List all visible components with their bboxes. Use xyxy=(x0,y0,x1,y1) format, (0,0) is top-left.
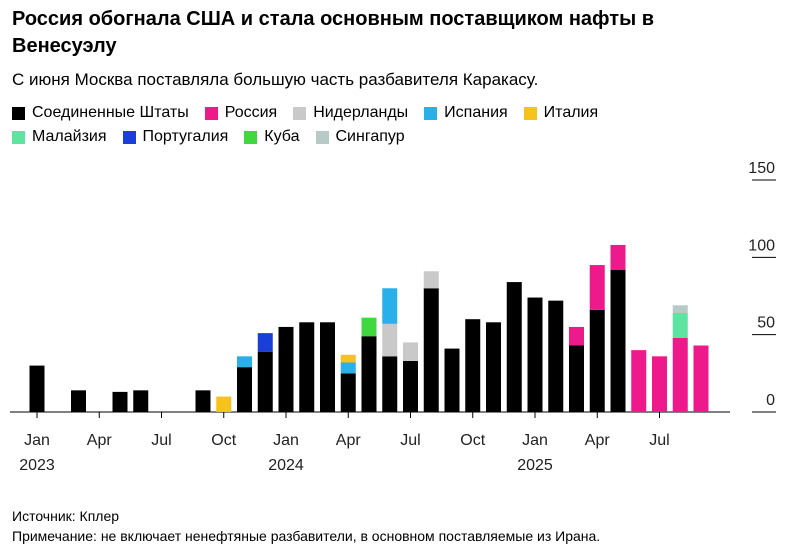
x-tick-label: Oct xyxy=(460,432,485,449)
bar-segment xyxy=(610,244,626,270)
legend-label: Нидерланды xyxy=(313,104,409,121)
bar-segment xyxy=(548,300,564,412)
bar-segment xyxy=(29,365,45,412)
bar-segment xyxy=(216,396,232,412)
bar-segment xyxy=(133,390,149,412)
x-tick-label: Jan xyxy=(522,432,548,449)
bar-segment xyxy=(693,345,709,412)
bar-segment xyxy=(257,351,273,412)
bar-segment xyxy=(237,367,252,412)
legend-label: Россия xyxy=(224,104,278,121)
legend-swatch xyxy=(12,130,25,144)
bar-segment xyxy=(382,323,398,357)
bar-segment xyxy=(403,360,418,412)
bar-segment xyxy=(444,348,460,412)
legend-item: Нидерланды xyxy=(293,104,408,122)
x-year-label: 2025 xyxy=(517,457,553,474)
bar-segment xyxy=(589,309,605,412)
bar-segment xyxy=(340,362,356,374)
bar-segment xyxy=(631,350,647,412)
bar-segment xyxy=(278,326,294,412)
legend-item: Куба xyxy=(244,128,300,146)
legend-item: Португалия xyxy=(122,128,229,146)
bar-segment xyxy=(257,333,273,352)
bar-segment xyxy=(672,337,688,412)
x-year-label: 2023 xyxy=(19,457,55,474)
bar-segment xyxy=(320,322,335,412)
legend-swatch xyxy=(315,130,329,144)
bar-segment xyxy=(423,288,439,412)
legend-swatch xyxy=(204,106,218,120)
legend-item: Сингапур xyxy=(315,128,405,146)
y-tick-label: 100 xyxy=(748,237,775,254)
bar-segment xyxy=(382,356,398,412)
bar-segment xyxy=(672,313,688,338)
note: Примечание: не включает ненефтяные разба… xyxy=(12,528,601,544)
x-year-label: 2024 xyxy=(268,457,304,474)
bar-segment xyxy=(340,354,356,363)
y-tick-label: 50 xyxy=(757,315,775,332)
bar-segment xyxy=(112,391,128,412)
bar-segment xyxy=(423,271,439,289)
bar-segment xyxy=(195,390,211,412)
legend: Соединенные Штаты Россия Нидерланды Испания… xyxy=(12,104,692,146)
bar-segment xyxy=(486,322,501,412)
x-tick-label: Apr xyxy=(87,432,113,449)
bar-segment xyxy=(382,288,398,324)
legend-item: Италия xyxy=(523,104,599,122)
bar-segment xyxy=(361,317,377,337)
bar-segment xyxy=(652,356,667,412)
bar-segment xyxy=(71,390,86,412)
legend-label: Италия xyxy=(543,104,599,121)
bar-segment xyxy=(506,282,522,412)
legend-item: Соединенные Штаты xyxy=(12,104,189,122)
legend-label: Малайзия xyxy=(32,128,107,145)
bar-segment xyxy=(527,297,543,412)
x-tick-label: Apr xyxy=(336,432,362,449)
legend-label: Соединенные Штаты xyxy=(32,104,189,121)
bar-segment xyxy=(465,319,481,412)
legend-swatch xyxy=(523,106,537,120)
x-tick-label: Jan xyxy=(24,432,50,449)
legend-swatch xyxy=(12,106,25,120)
x-tick-label: Jul xyxy=(151,432,171,449)
x-tick-label: Jul xyxy=(649,432,669,449)
legend-label: Куба xyxy=(264,128,300,145)
x-tick-label: Jul xyxy=(400,432,420,449)
chart: 0 50 100 150 Jan 2023 Apr Jul Oct Jan 2024 Apr Jul Oc… xyxy=(10,160,776,474)
x-tick-label: Jan xyxy=(273,432,299,449)
legend-swatch xyxy=(244,130,258,144)
bar-segment xyxy=(299,322,315,412)
bar-segment xyxy=(340,373,356,412)
legend-swatch xyxy=(424,106,438,120)
chart-title: Россия обогнала США и стала основным пос… xyxy=(12,8,655,57)
bar-segment xyxy=(361,336,377,412)
legend-label: Португалия xyxy=(142,128,229,145)
legend-swatch xyxy=(122,130,136,144)
source: Источник: Кплер xyxy=(12,508,120,524)
legend-label: Сингапур xyxy=(335,128,405,145)
legend-swatch xyxy=(293,106,307,120)
legend-item: Россия xyxy=(204,104,278,122)
legend-item: Малайзия xyxy=(12,128,107,146)
bar-segment xyxy=(610,269,626,412)
bar-segment xyxy=(672,305,688,314)
y-tick-label: 150 xyxy=(748,160,775,177)
bar-segment xyxy=(237,356,252,368)
y-tick-label: 0 xyxy=(766,392,775,409)
legend-label: Испания xyxy=(444,104,508,121)
x-tick-label: Oct xyxy=(211,432,236,449)
x-tick-label: Apr xyxy=(585,432,611,449)
bar-segment xyxy=(569,326,584,346)
chart-subtitle: С июня Москва поставляла большую часть р… xyxy=(12,70,539,89)
bar-segment xyxy=(589,265,605,310)
bar-segment xyxy=(569,345,584,412)
legend-item: Испания xyxy=(424,104,508,122)
bar-segment xyxy=(403,342,418,361)
